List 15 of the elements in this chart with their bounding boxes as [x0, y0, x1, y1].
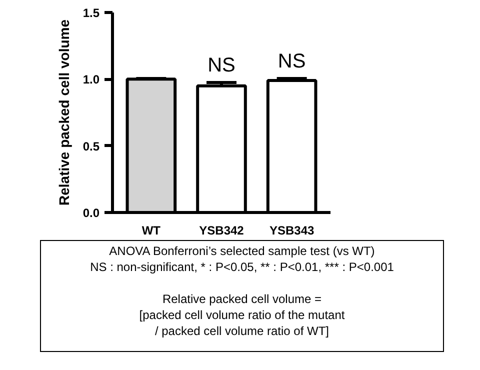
x-tick-label: YSB342	[199, 224, 244, 238]
y-axis-title: Relative packed cell volume	[56, 19, 72, 206]
x-tick-label: WT	[142, 224, 162, 238]
x-tick-label: YSB343	[269, 224, 314, 238]
text: [packed cell volume ratio of the mutant	[138, 307, 346, 323]
y-tick-label: 0.5	[82, 139, 100, 154]
y-tick-label: 1.0	[82, 72, 100, 87]
data-label: NS	[208, 54, 236, 76]
y-tick-label: 1.5	[82, 6, 100, 20]
text: NS : non-significant, * : P<0.05, ** : P<0.01, *** : P<0.001	[90, 259, 394, 275]
text: Relative packed cell volume =	[161, 291, 323, 307]
y-tick-label: 0.0	[82, 206, 100, 220]
data-label: NS	[278, 50, 306, 72]
text: / packed cell volume ratio of WT]	[154, 323, 330, 339]
text: ANOVA Bonferroni’s selected sample test (vs WT)	[108, 243, 376, 259]
